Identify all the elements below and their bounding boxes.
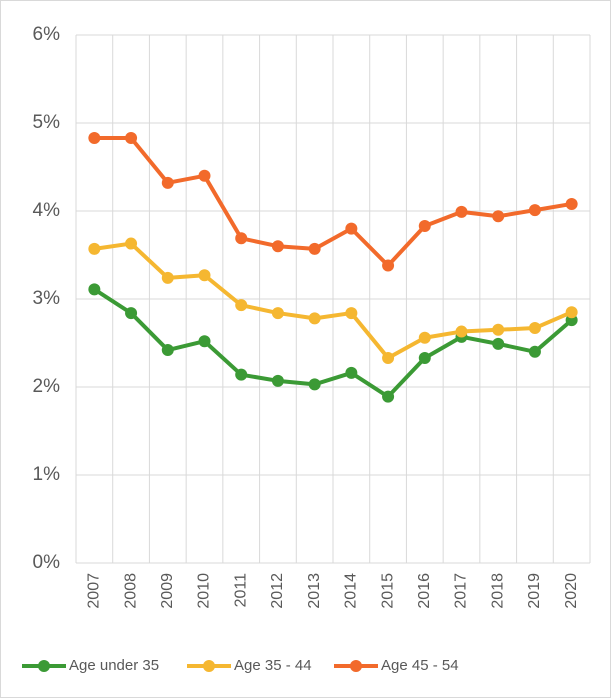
data-point [492,210,505,223]
series-line [94,135,572,268]
data-point [125,131,138,144]
y-tick-label: 5% [33,112,61,133]
data-point [382,351,395,364]
series-line [93,287,573,399]
legend-label: Age 45 - 54 [381,657,459,674]
y-tick-label: 0% [33,552,61,573]
x-tick-label: 2012 [269,573,286,609]
y-tick-label: 3% [33,288,61,309]
x-tick-label: 2018 [489,573,506,609]
data-point [418,351,431,364]
data-point [528,322,541,335]
data-point [382,259,395,272]
legend-label: Age 35 - 44 [234,657,312,674]
data-point [492,323,505,336]
x-tick-label: 2015 [379,573,396,609]
data-point [345,307,358,320]
y-tick-label: 1% [33,464,61,485]
x-tick-label: 2008 [122,573,139,609]
x-tick-label: 2013 [306,573,323,609]
data-point [418,219,431,232]
x-tick-label: 2017 [453,573,470,609]
data-point [455,325,468,338]
data-point [418,331,431,344]
data-point [271,374,284,387]
data-point [565,306,578,319]
data-point [308,378,321,391]
x-tick-label: 2019 [526,573,543,609]
data-point [455,205,468,218]
data-point [198,335,211,348]
data-point [345,222,358,235]
data-point [161,176,174,189]
data-point [492,337,505,350]
data-point [125,237,138,250]
series-line [94,241,573,360]
x-tick-label: 2016 [416,573,433,609]
y-tick-label: 6% [33,24,61,45]
data-point [125,307,138,320]
data-point [345,366,358,379]
x-tick-label: 2011 [232,573,249,608]
legend-marker [350,660,362,672]
data-point [235,232,248,245]
x-tick-label: 2010 [196,573,213,609]
data-point [198,169,211,182]
data-point [88,242,101,255]
data-point [382,390,395,403]
data-point [198,269,211,282]
x-tick-label: 2014 [343,573,360,609]
data-point [88,283,101,296]
x-tick-label: 2009 [159,573,176,609]
y-tick-label: 4% [33,200,61,221]
legend-marker [203,660,215,672]
data-point [235,368,248,381]
data-point [161,344,174,357]
legend-label: Age under 35 [69,657,159,674]
data-point [161,271,174,284]
x-tick-label: 2020 [563,573,580,609]
y-tick-label: 2% [33,376,61,397]
legend-marker [38,660,50,672]
data-point [565,197,578,210]
data-point [235,299,248,312]
x-tick-label: 2007 [86,573,103,609]
data-point [308,312,321,325]
data-point [271,307,284,320]
data-point [271,240,284,253]
data-point [528,204,541,217]
data-point [528,345,541,358]
data-point [88,131,101,144]
data-point [308,242,321,255]
